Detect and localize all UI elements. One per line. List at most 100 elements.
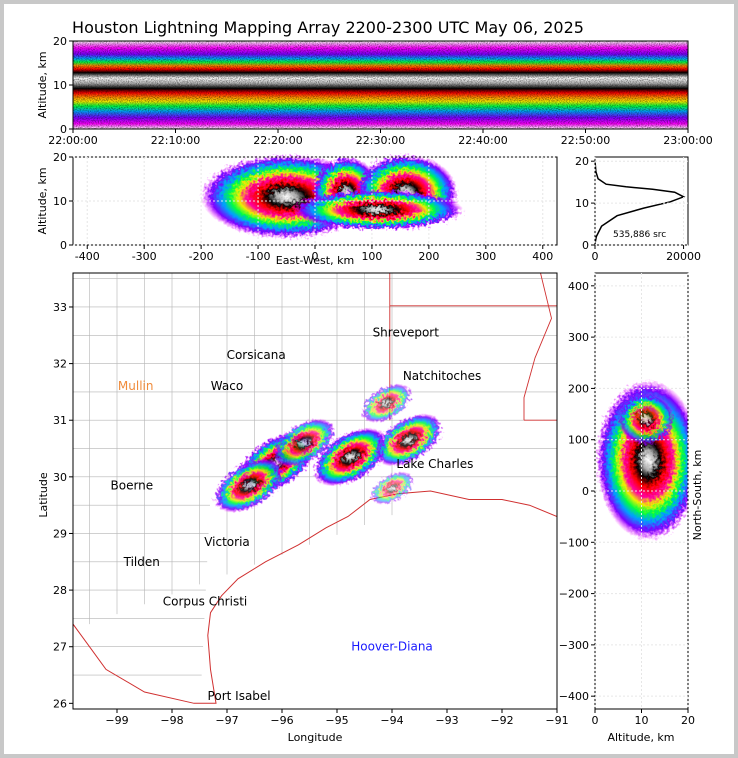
x-tick-label: 10 — [635, 714, 649, 727]
time-altitude-band — [73, 41, 688, 129]
y-tick-label: −400 — [559, 690, 589, 703]
y-tick-label: 0 — [60, 239, 67, 252]
map-xlabel: Longitude — [288, 731, 343, 744]
map-place-label: Hoover-Diana — [351, 640, 433, 654]
x-tick-label: −91 — [545, 714, 568, 727]
x-tick-label: −98 — [160, 714, 183, 727]
map-place-label: Mullin — [118, 379, 154, 393]
storm-cell — [361, 383, 412, 423]
east-west-ylabel: Altitude, km — [36, 167, 49, 234]
y-tick-label: −300 — [559, 639, 589, 652]
x-tick-label: 22:50:00 — [561, 134, 610, 147]
map-place-label: Boerne — [111, 478, 154, 492]
x-tick-label: 300 — [475, 250, 496, 263]
x-tick-label: 22:00:00 — [48, 134, 97, 147]
source-count-annotation: 535,886 src — [613, 230, 666, 240]
y-tick-label: 400 — [568, 280, 589, 293]
y-tick-label: 200 — [568, 382, 589, 395]
y-tick-label: 29 — [53, 527, 67, 540]
y-tick-label: 100 — [568, 434, 589, 447]
x-tick-label: −96 — [270, 714, 293, 727]
ns-source-cluster — [618, 393, 675, 446]
map-place-label: Port Isabel — [208, 689, 271, 703]
y-tick-label: 31 — [53, 414, 67, 427]
x-tick-label: −92 — [490, 714, 513, 727]
map-place-label: Natchitoches — [403, 369, 481, 383]
x-tick-label: 22:10:00 — [151, 134, 200, 147]
map-place-label: Waco — [211, 379, 243, 393]
x-tick-label: −99 — [105, 714, 128, 727]
map-place-label: Victoria — [204, 535, 250, 549]
y-tick-label: 300 — [568, 331, 589, 344]
y-tick-label: 28 — [53, 584, 67, 597]
y-tick-label: 10 — [53, 79, 67, 92]
y-tick-label: 33 — [53, 301, 67, 314]
x-tick-label: 100 — [361, 250, 382, 263]
y-tick-label: 27 — [53, 641, 67, 654]
ew-source-cluster — [292, 190, 464, 230]
time-altitude-ylabel: Altitude, km — [36, 51, 49, 118]
gulf-coastline — [73, 490, 557, 704]
y-tick-label: 20 — [575, 155, 589, 168]
x-tick-label: 0 — [592, 714, 599, 727]
map-place-label: Shreveport — [373, 325, 440, 339]
x-tick-label: 20 — [681, 714, 695, 727]
storm-cell — [313, 427, 388, 487]
plan-view-panel: Shreveport Corsicana Mullin Waco Natchitoche… — [37, 272, 569, 744]
east-west-xlabel: East-West, km — [276, 254, 354, 267]
map-frame — [72, 272, 558, 710]
y-tick-label: −100 — [559, 536, 589, 549]
x-tick-label: -300 — [132, 250, 157, 263]
y-tick-label: 0 — [582, 239, 589, 252]
east-west-panel: 0 10 20 -400 -300 -200 -100 0 100 200 300 400 Alti… — [36, 151, 558, 267]
map-ylabel: Latitude — [37, 472, 50, 518]
x-tick-label: 200 — [418, 250, 439, 263]
y-tick-label: 26 — [53, 697, 67, 710]
x-tick-label: 0 — [312, 250, 319, 263]
x-tick-label: 20000 — [666, 250, 701, 263]
east-west-heatmap — [201, 154, 464, 239]
y-tick-label: 30 — [53, 471, 67, 484]
map-place-label: Corsicana — [227, 348, 286, 362]
x-tick-label: −95 — [325, 714, 348, 727]
x-tick-label: 22:20:00 — [253, 134, 302, 147]
x-tick-label: 400 — [532, 250, 553, 263]
lma-figure: Houston Lightning Mapping Array 2200-230… — [36, 18, 713, 744]
map-place-label: Lake Charles — [396, 457, 473, 471]
altitude-histogram-panel: 0 10 20 0 20000 535,886 src — [575, 155, 701, 263]
y-tick-label: 0 — [60, 123, 67, 136]
chart-title: Houston Lightning Mapping Array 2200-230… — [72, 18, 584, 37]
river-boundary — [523, 273, 552, 421]
x-tick-label: 23:00:00 — [663, 134, 712, 147]
coastline — [73, 490, 557, 704]
x-tick-label: -400 — [75, 250, 100, 263]
y-tick-label: 10 — [575, 197, 589, 210]
x-tick-label: −94 — [380, 714, 403, 727]
map-place-label: Tilden — [123, 555, 160, 569]
y-tick-label: 20 — [53, 151, 67, 164]
altitude-north-south-panel: −400 −300 −200 −100 0 100 200 300 400 0 10 20 Nort… — [559, 272, 704, 744]
y-tick-label: 32 — [53, 358, 67, 371]
x-tick-label: -100 — [246, 250, 271, 263]
x-tick-label: 22:40:00 — [458, 134, 507, 147]
x-tick-label: −93 — [435, 714, 458, 727]
storm-cells — [214, 383, 442, 513]
time-altitude-panel: 0 10 20 22:00:00 22:10:00 22:20:00 22:30:00 22… — [36, 35, 713, 147]
x-tick-label: 0 — [592, 250, 599, 263]
y-tick-label: 20 — [53, 35, 67, 48]
storm-cell — [214, 458, 284, 513]
altitude-histogram-line — [594, 161, 686, 244]
north-south-xlabel: Altitude, km — [607, 731, 674, 744]
y-tick-label: 0 — [582, 485, 589, 498]
north-south-heatmap — [596, 380, 688, 541]
storm-cell — [371, 471, 413, 505]
x-tick-label: −97 — [215, 714, 238, 727]
storm-cell — [273, 418, 335, 468]
band-speckle — [73, 41, 688, 129]
map-place-label: Corpus Christi — [163, 594, 248, 608]
y-tick-label: −200 — [559, 588, 589, 601]
x-tick-label: 22:30:00 — [356, 134, 405, 147]
storm-cell — [375, 413, 442, 467]
figure-frame: Houston Lightning Mapping Array 2200-230… — [4, 4, 734, 754]
x-tick-label: -200 — [189, 250, 214, 263]
